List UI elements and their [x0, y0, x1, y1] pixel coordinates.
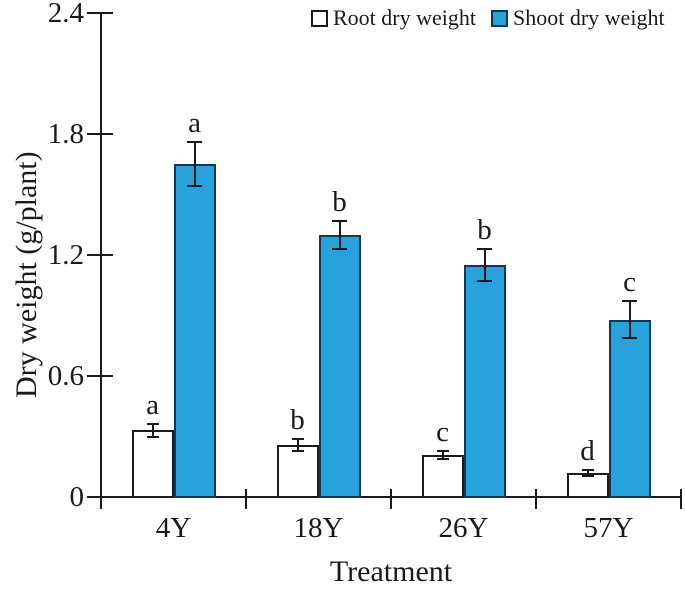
error-bar-line-shoot-4Y — [193, 142, 196, 186]
x-tick — [535, 489, 537, 509]
error-bar-line-root-18Y — [296, 439, 299, 451]
sig-letter-root-4Y: a — [146, 389, 159, 421]
error-bar-cap-top-shoot-57Y — [622, 300, 637, 302]
legend-item-root: Root dry weight — [311, 6, 476, 30]
error-bar-line-root-26Y — [441, 451, 444, 459]
sig-letter-shoot-18Y: b — [332, 186, 347, 218]
x-tick — [390, 489, 392, 509]
error-bar-cap-bottom-shoot-4Y — [187, 185, 202, 187]
x-category-label-57Y: 57Y — [583, 512, 634, 544]
shoot-series-swatch-icon — [491, 9, 508, 27]
x-tick — [100, 489, 102, 509]
error-bar-cap-top-root-57Y — [581, 469, 594, 471]
error-bar-cap-top-shoot-4Y — [187, 141, 202, 143]
sig-letter-shoot-26Y: b — [477, 214, 492, 246]
error-bar-cap-bottom-root-26Y — [436, 458, 449, 460]
error-bar-cap-bottom-shoot-26Y — [477, 280, 492, 282]
error-bar-line-root-4Y — [151, 424, 154, 437]
y-tick — [87, 12, 113, 14]
error-bar-line-shoot-57Y — [628, 301, 631, 338]
bar-shoot-26Y — [463, 265, 506, 498]
error-bar-line-shoot-18Y — [338, 221, 341, 249]
bar-root-18Y — [276, 445, 319, 498]
sig-letter-root-26Y: c — [436, 416, 449, 448]
y-tick — [87, 133, 113, 135]
legend-item-shoot: Shoot dry weight — [491, 6, 665, 30]
y-tick — [87, 375, 113, 377]
x-axis-title: Treatment — [329, 555, 453, 588]
sig-letter-root-57Y: d — [580, 435, 595, 467]
error-bar-cap-bottom-root-57Y — [581, 475, 594, 477]
error-bar-line-root-57Y — [586, 470, 589, 476]
error-bar-cap-top-root-4Y — [146, 423, 159, 425]
legend-label-shoot: Shoot dry weight — [513, 5, 665, 30]
sig-letter-root-18Y: b — [290, 404, 305, 436]
error-bar-cap-bottom-shoot-57Y — [622, 337, 637, 339]
x-category-label-18Y: 18Y — [293, 512, 344, 544]
y-tick-label: 2.4 — [47, 0, 84, 29]
y-tick-label: 0 — [69, 481, 85, 513]
x-category-label-4Y: 4Y — [155, 512, 192, 544]
bar-shoot-18Y — [318, 235, 361, 498]
error-bar-cap-bottom-root-4Y — [146, 436, 159, 438]
bar-shoot-57Y — [608, 320, 651, 498]
bar-root-26Y — [421, 455, 464, 498]
y-tick-label: 1.8 — [47, 118, 84, 150]
error-bar-cap-top-root-26Y — [436, 450, 449, 452]
x-category-label-26Y: 26Y — [438, 512, 489, 544]
error-bar-cap-top-shoot-18Y — [332, 220, 347, 222]
error-bar-cap-bottom-root-18Y — [291, 450, 304, 452]
error-bar-cap-bottom-shoot-18Y — [332, 248, 347, 250]
y-tick — [87, 254, 113, 256]
x-tick — [245, 489, 247, 509]
x-tick — [680, 489, 682, 509]
error-bar-line-shoot-26Y — [483, 249, 486, 281]
error-bar-cap-top-shoot-26Y — [477, 248, 492, 250]
error-bar-cap-top-root-18Y — [291, 438, 304, 440]
bar-shoot-4Y — [173, 164, 216, 498]
legend-label-root: Root dry weight — [333, 5, 476, 30]
y-tick-label: 1.2 — [47, 239, 84, 271]
sig-letter-shoot-4Y: a — [188, 107, 201, 139]
sig-letter-shoot-57Y: c — [623, 266, 636, 298]
y-tick-label: 0.6 — [47, 360, 84, 392]
bar-root-4Y — [131, 430, 174, 498]
root-series-swatch-icon — [311, 9, 328, 27]
